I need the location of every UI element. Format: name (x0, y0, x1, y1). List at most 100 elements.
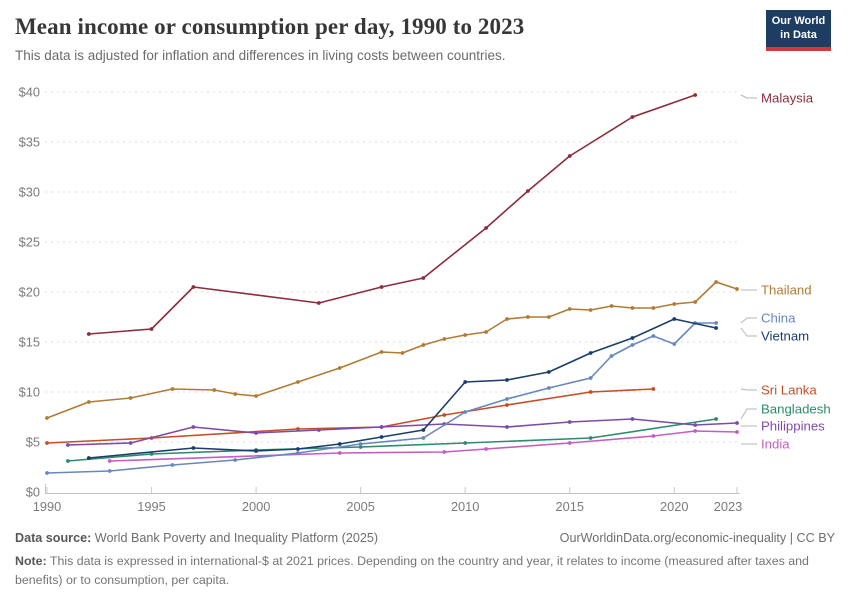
owid-logo-line1: Our World (771, 15, 826, 27)
series-label-philippines[interactable]: Philippines (761, 419, 825, 434)
series-point (714, 280, 718, 284)
series-point (588, 390, 593, 394)
series-point (651, 334, 656, 338)
y-tick-label: $30 (19, 185, 40, 200)
y-tick-label: $0 (26, 485, 40, 500)
series-label-sri-lanka[interactable]: Sri Lanka (761, 383, 817, 398)
series-point (463, 380, 468, 384)
series-point (107, 469, 112, 473)
series-point (484, 226, 488, 230)
series-line-india[interactable] (108, 430, 738, 462)
series-point (379, 350, 384, 354)
data-source-label: Data source: (15, 531, 92, 545)
series-point (546, 386, 551, 390)
series-label-china[interactable]: China (761, 311, 796, 326)
series-point (400, 351, 405, 355)
series-point (442, 337, 447, 341)
x-tick-label: 2023 (714, 499, 742, 514)
series-point (442, 450, 447, 454)
series-point (421, 428, 426, 432)
series-point (463, 410, 468, 414)
series-point (296, 447, 300, 451)
owid-url-link[interactable]: OurWorldinData.org/economic-inequality (559, 531, 787, 545)
series-point (505, 378, 509, 382)
note-text: This data is expressed in international-… (15, 554, 809, 587)
series-label-bangladesh[interactable]: Bangladesh (761, 402, 831, 417)
series-point (630, 417, 635, 421)
series-point (170, 387, 175, 391)
series-point (254, 431, 258, 435)
series-point (567, 441, 572, 445)
series-point (526, 189, 530, 193)
series-line-philippines[interactable] (67, 418, 738, 446)
x-tick-label: 2000 (242, 499, 270, 514)
footer-right: OurWorldinData.org/economic-inequality |… (560, 531, 835, 545)
series-point (149, 452, 154, 456)
series-point (379, 435, 384, 439)
series-label-india[interactable]: India (761, 437, 790, 452)
chart-subtitle: This data is adjusted for inflation and … (15, 48, 506, 63)
footer-divider: | (786, 531, 797, 545)
series-point (484, 330, 488, 334)
chart-title: Mean income or consumption per day, 1990… (15, 14, 525, 39)
series-point (296, 380, 300, 384)
series-point (45, 441, 49, 445)
series-point (358, 442, 363, 446)
series-point (296, 451, 300, 455)
x-tick-label: 2015 (555, 499, 583, 514)
data-source[interactable]: Data source: World Bank Poverty and Ineq… (15, 531, 378, 545)
series-point (170, 463, 175, 467)
note-label: Note: (15, 554, 47, 568)
series-point (567, 154, 572, 158)
series-line-china[interactable] (46, 322, 717, 474)
series-line-thailand[interactable] (46, 281, 738, 419)
license-badge: CC BY (796, 531, 836, 545)
series-point (254, 449, 258, 453)
series-point (233, 392, 238, 396)
series-label-vietnam[interactable]: Vietnam (761, 329, 809, 344)
series-label-connector (740, 388, 757, 391)
series-point (421, 436, 426, 440)
series-point (484, 447, 488, 451)
series-point (630, 115, 635, 119)
y-tick-label: $10 (19, 385, 40, 400)
series-point (630, 306, 635, 310)
series-point (212, 388, 217, 392)
series-point (651, 434, 656, 438)
series-point (191, 425, 196, 429)
series-point (735, 421, 739, 425)
y-tick-label: $20 (19, 285, 40, 300)
series-point (526, 315, 530, 319)
series-point (86, 456, 91, 460)
x-tick-label: 2010 (451, 499, 479, 514)
series-point (316, 301, 321, 305)
series-point (86, 332, 91, 336)
series-point (421, 276, 426, 280)
series-point (672, 317, 677, 321)
series-point (128, 396, 133, 400)
series-line-vietnam[interactable] (88, 318, 717, 459)
series-point (358, 445, 363, 449)
owid-logo[interactable]: Our World in Data (766, 10, 831, 51)
series-point (546, 315, 551, 319)
series-point (379, 425, 384, 429)
series-point (714, 417, 718, 421)
series-point (86, 400, 91, 404)
series-point (379, 285, 384, 289)
series-point (337, 451, 342, 455)
series-line-malaysia[interactable] (88, 94, 696, 335)
series-point (714, 326, 718, 330)
series-point (128, 441, 133, 445)
series-point (588, 376, 593, 380)
series-label-thailand[interactable]: Thailand (761, 283, 812, 298)
series-point (546, 370, 551, 374)
chart-note: Note: This data is expressed in internat… (15, 552, 821, 589)
series-point (630, 336, 635, 340)
x-tick-label: 2020 (660, 499, 688, 514)
series-point (693, 93, 698, 97)
series-label-malaysia[interactable]: Malaysia (761, 91, 814, 106)
owid-logo-line2: in Data (780, 28, 817, 41)
series-line-sri-lanka[interactable] (46, 388, 655, 444)
series-point (296, 427, 300, 431)
